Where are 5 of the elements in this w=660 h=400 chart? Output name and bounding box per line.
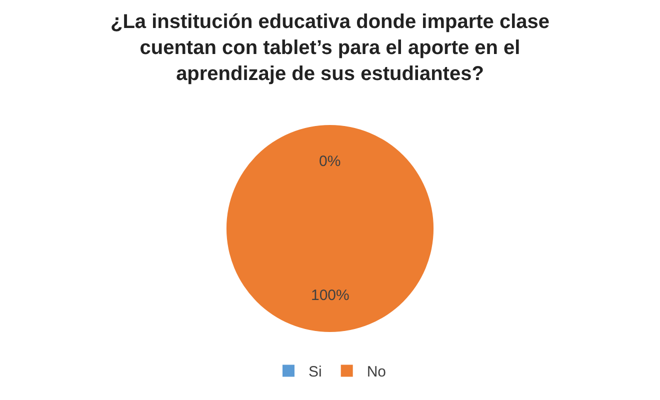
text: 0% — [319, 153, 341, 170]
legend-label: Si — [308, 364, 322, 381]
chart-title: ¿La institución educativa donde imparte clase cuentan con tablet’s para el aporte en el aprendizaje de sus estudiantes? — [110, 11, 550, 85]
legend-label: No — [366, 364, 386, 381]
data-label: 100% — [311, 287, 350, 304]
